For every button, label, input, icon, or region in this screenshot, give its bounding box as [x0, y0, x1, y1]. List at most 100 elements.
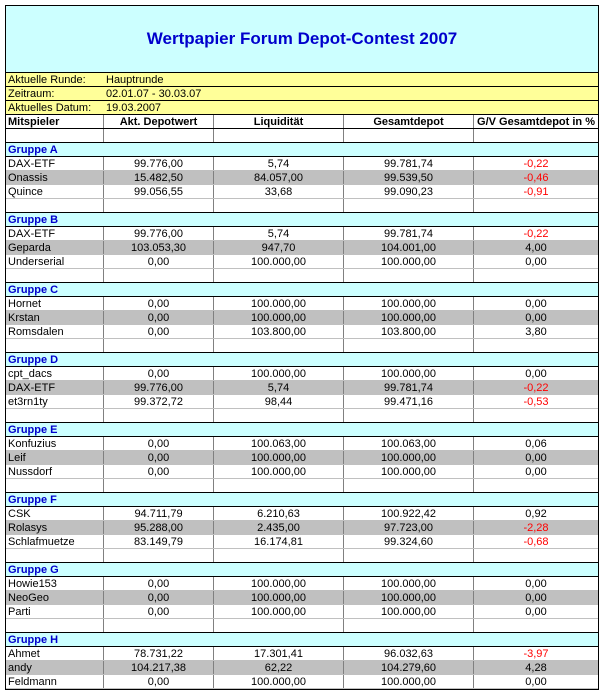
cell: 0,00	[104, 297, 214, 310]
info-row: Aktuelle Runde: Hauptrunde	[6, 73, 598, 87]
empty-cell	[474, 129, 598, 142]
cell: 99.539,50	[344, 171, 474, 184]
data-row: CSK 94.711,79 6.210,63 100.922,42 0,92	[6, 507, 598, 521]
data-row: et3rn1ty 99.372,72 98,44 99.471,16 -0,53	[6, 395, 598, 409]
cell: 100.000,00	[214, 367, 344, 380]
empty-cell	[6, 619, 104, 632]
cell: 0,00	[104, 255, 214, 268]
data-row: Parti 0,00 100.000,00 100.000,00 0,00	[6, 605, 598, 619]
cell: 95.288,00	[104, 521, 214, 534]
empty-cell	[6, 549, 104, 562]
cell: 99.776,00	[104, 227, 214, 240]
cell: 33,68	[214, 185, 344, 198]
cell: -0,22	[523, 228, 549, 240]
cell: 104.217,38	[104, 661, 214, 674]
cell: 0,00	[525, 676, 547, 688]
cell: 100.000,00	[214, 675, 344, 688]
data-row: DAX-ETF 99.776,00 5,74 99.781,74 -0,22	[6, 381, 598, 395]
empty-cell	[474, 619, 598, 632]
cell: andy	[6, 661, 104, 674]
cell: 0,00	[525, 452, 547, 464]
cell: 99.471,16	[344, 395, 474, 408]
cell: 6.210,63	[214, 507, 344, 520]
spacer-row	[6, 339, 598, 353]
data-row: Romsdalen 0,00 103.800,00 103.800,00 3,80	[6, 325, 598, 339]
data-row: Konfuzius 0,00 100.063,00 100.063,00 0,06	[6, 437, 598, 451]
spreadsheet: Wertpapier Forum Depot-Contest 2007 Aktu…	[5, 5, 599, 690]
empty-cell	[104, 199, 214, 212]
cell: 0,00	[104, 577, 214, 590]
empty-cell	[344, 409, 474, 422]
cell: 100.000,00	[214, 297, 344, 310]
cell: 100.922,42	[344, 507, 474, 520]
cell: 94.711,79	[104, 507, 214, 520]
empty-cell	[214, 199, 344, 212]
spacer-row	[6, 199, 598, 213]
cell: 4,28	[525, 662, 547, 674]
cell: 0,00	[104, 367, 214, 380]
cell: Onassis	[6, 171, 104, 184]
empty-cell	[6, 269, 104, 282]
cell: 100.000,00	[344, 605, 474, 618]
cell: 16.174,81	[214, 535, 344, 548]
cell: 0,00	[104, 437, 214, 450]
cell: 0,06	[525, 438, 547, 450]
cell: 99.776,00	[104, 157, 214, 170]
cell: 100.000,00	[344, 465, 474, 478]
cell: 97.723,00	[344, 521, 474, 534]
spacer-row	[6, 129, 598, 143]
info-row: Aktuelles Datum: 19.03.2007	[6, 101, 598, 115]
cell: 100.063,00	[344, 437, 474, 450]
cell: Nussdorf	[6, 465, 104, 478]
cell: 100.000,00	[214, 465, 344, 478]
cell: 0,92	[525, 508, 547, 520]
empty-cell	[104, 269, 214, 282]
group-header: Gruppe A	[6, 143, 598, 157]
group-header: Gruppe H	[6, 633, 598, 647]
cell: Parti	[6, 605, 104, 618]
empty-cell	[214, 479, 344, 492]
data-row: Schlafmuetze 83.149,79 16.174,81 99.324,60 -…	[6, 535, 598, 549]
empty-cell	[104, 409, 214, 422]
empty-cell	[344, 129, 474, 142]
cell: 0,00	[104, 311, 214, 324]
empty-cell	[344, 269, 474, 282]
group-header: Gruppe E	[6, 423, 598, 437]
cell: 0,00	[104, 675, 214, 688]
cell: 103.800,00	[214, 325, 344, 338]
cell: 947,70	[214, 241, 344, 254]
cell: 99.781,74	[344, 157, 474, 170]
cell: Feldmann	[6, 675, 104, 688]
empty-cell	[6, 129, 104, 142]
cell: 5,74	[214, 157, 344, 170]
cell: 100.000,00	[214, 577, 344, 590]
cell: Geparda	[6, 241, 104, 254]
empty-cell	[344, 339, 474, 352]
cell: 100.000,00	[344, 591, 474, 604]
cell: DAX-ETF	[6, 157, 104, 170]
info-value: 02.01.07 - 30.03.07	[106, 88, 202, 100]
cell: 104.279,60	[344, 661, 474, 674]
cell: 5,74	[214, 227, 344, 240]
column-header: Mitspieler	[6, 115, 104, 128]
empty-cell	[214, 269, 344, 282]
empty-cell	[214, 129, 344, 142]
cell: 0,00	[525, 256, 547, 268]
data-row: Krstan 0,00 100.000,00 100.000,00 0,00	[6, 311, 598, 325]
header-row: Mitspieler Akt. Depotwert Liquidität Gesamt…	[6, 115, 598, 129]
cell: 17.301,41	[214, 647, 344, 660]
cell: 62,22	[214, 661, 344, 674]
spacer-row	[6, 409, 598, 423]
data-row: DAX-ETF 99.776,00 5,74 99.781,74 -0,22	[6, 157, 598, 171]
info-value: Hauptrunde	[106, 74, 164, 86]
cell: 100.000,00	[214, 591, 344, 604]
cell: 100.000,00	[214, 311, 344, 324]
cell: Leif	[6, 451, 104, 464]
cell: Hornet	[6, 297, 104, 310]
cell: 0,00	[104, 591, 214, 604]
data-row: Ahmet 78.731,22 17.301,41 96.032,63 -3,97	[6, 647, 598, 661]
cell: Schlafmuetze	[6, 535, 104, 548]
data-row: DAX-ETF 99.776,00 5,74 99.781,74 -0,22	[6, 227, 598, 241]
empty-cell	[104, 619, 214, 632]
cell: DAX-ETF	[6, 381, 104, 394]
